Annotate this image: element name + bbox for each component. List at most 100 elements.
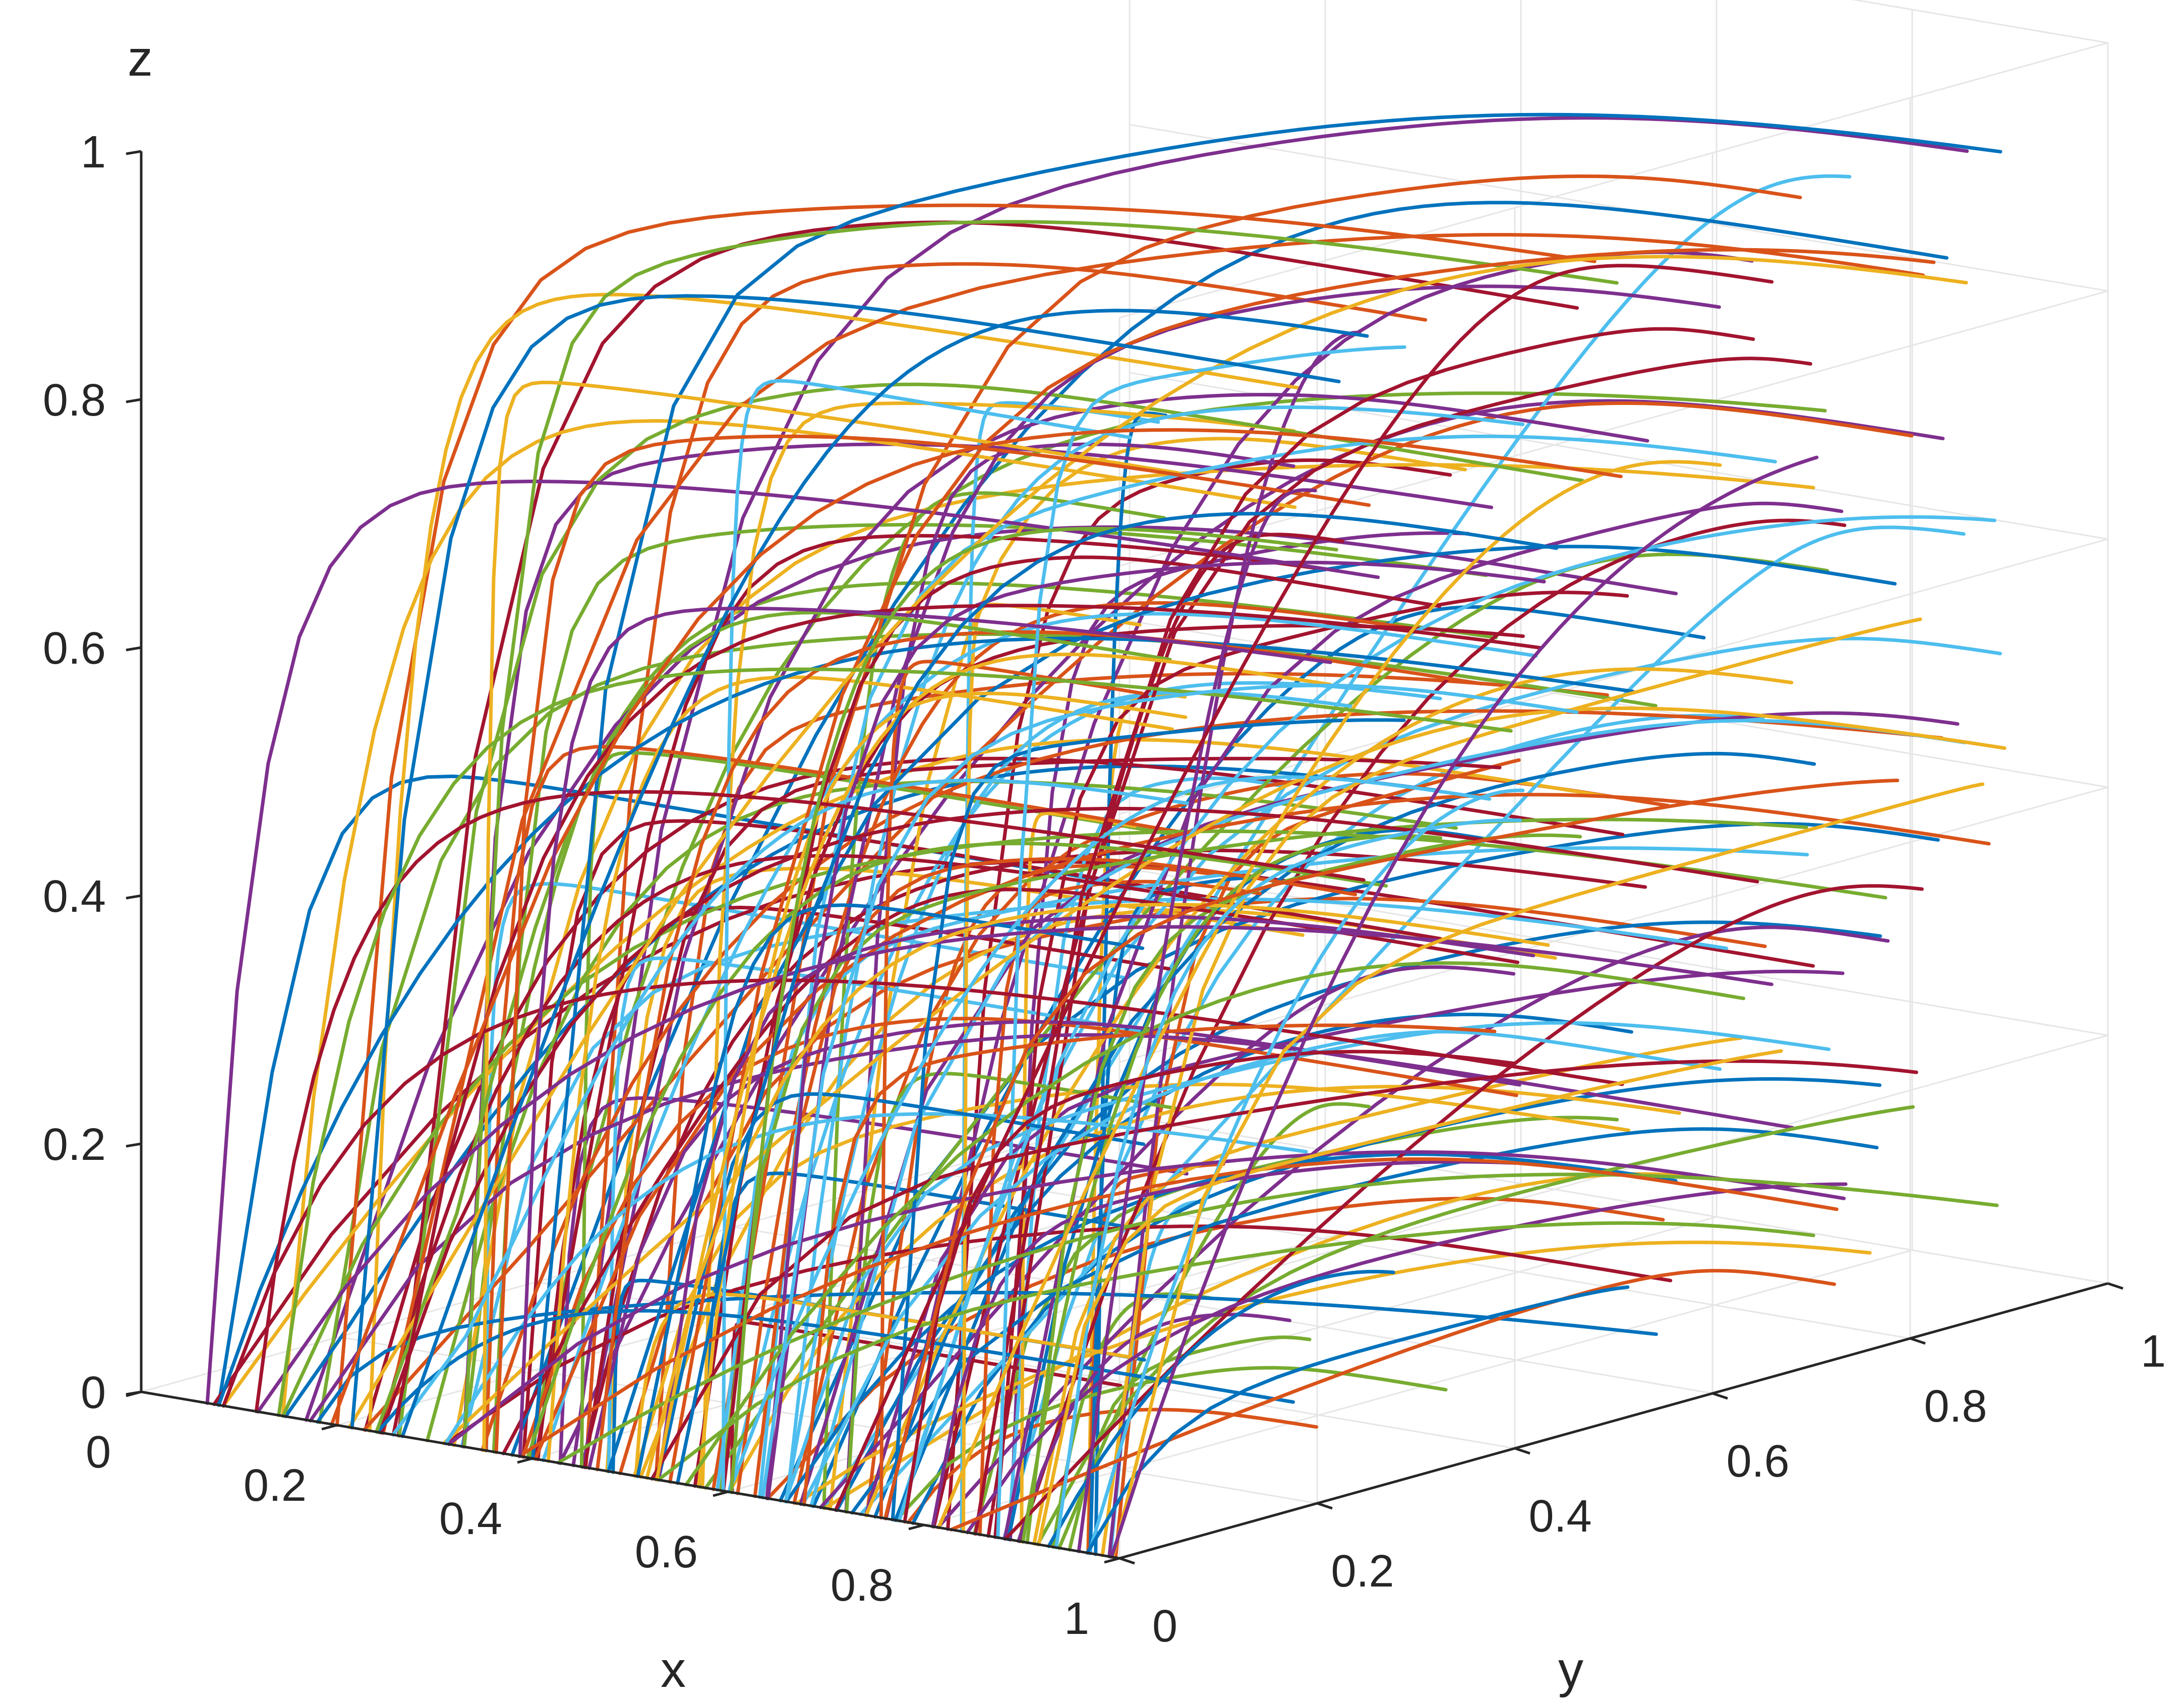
z-tick-2 bbox=[126, 894, 142, 900]
trajectory-168 bbox=[636, 903, 1145, 1478]
trajectory-185 bbox=[1077, 488, 1317, 1553]
trajectory-139 bbox=[1004, 884, 1924, 1541]
trajectory-136 bbox=[205, 480, 1380, 1405]
trajectory-180 bbox=[391, 779, 1191, 1437]
trajectory-87 bbox=[1003, 501, 1844, 1541]
grid-line-ywall-z-1 bbox=[1129, 868, 2108, 1036]
z-axis-label: z bbox=[128, 30, 153, 87]
trajectory-184 bbox=[645, 903, 1550, 1480]
trajectory-55 bbox=[396, 220, 1579, 1438]
trajectory-5 bbox=[485, 882, 1128, 1452]
x-tick-3 bbox=[713, 1490, 729, 1497]
trajectory-188 bbox=[903, 1049, 1517, 1524]
x-tick-1 bbox=[321, 1424, 337, 1431]
trajectory-192 bbox=[518, 607, 1332, 1458]
z-tick-4 bbox=[126, 398, 142, 403]
z-tick-label-0: 0 bbox=[81, 1368, 106, 1418]
trajectory-186 bbox=[277, 667, 1513, 1417]
trajectory-105 bbox=[784, 1152, 1678, 1504]
trajectory-99 bbox=[736, 601, 1422, 1495]
x-tick-label-3: 0.6 bbox=[635, 1527, 698, 1577]
trajectory-154 bbox=[376, 1309, 1295, 1434]
trajectory-131 bbox=[784, 1021, 1831, 1503]
trajectory-132 bbox=[722, 555, 1442, 1493]
grid-line-ywall-z-5 bbox=[1851, 0, 2108, 44]
x-tick-label-1: 0.2 bbox=[244, 1460, 307, 1511]
trajectory-160 bbox=[221, 978, 1624, 1408]
trajectory-191 bbox=[1111, 782, 1985, 1559]
y-tick-2 bbox=[1514, 1447, 1530, 1455]
grid-line-floor-y-5 bbox=[1129, 1116, 2108, 1284]
trajectory-45 bbox=[936, 925, 1890, 1530]
trajectory-119 bbox=[316, 1290, 1658, 1424]
trajectory-148 bbox=[668, 248, 1936, 1484]
trajectory-67 bbox=[425, 780, 1458, 1442]
x-tick-label-2: 0.4 bbox=[439, 1494, 502, 1544]
trajectory-142 bbox=[634, 1293, 1138, 1478]
trajectory-140 bbox=[657, 1092, 1146, 1482]
trajectory-110 bbox=[542, 612, 1538, 1462]
trajectory-112 bbox=[607, 545, 1897, 1474]
trajectory-193 bbox=[729, 526, 1338, 1494]
y-axis-line bbox=[1119, 1282, 2108, 1560]
z-tick-0 bbox=[126, 1390, 142, 1396]
trajectory-190 bbox=[330, 428, 1623, 1426]
z-tick-label-5: 1 bbox=[81, 127, 106, 178]
trajectory-183 bbox=[517, 1157, 1839, 1458]
grid-line-xwall-z-2 bbox=[1119, 786, 2108, 1063]
z-tick-label-4: 0.8 bbox=[43, 375, 106, 426]
trajectory-124 bbox=[897, 515, 1996, 1523]
trajectory-156 bbox=[482, 380, 1179, 1452]
trajectory-95 bbox=[397, 382, 1584, 1438]
trajectory-181 bbox=[254, 790, 1366, 1414]
y-tick-label-1: 0.2 bbox=[1331, 1546, 1394, 1597]
z-tick-5 bbox=[126, 150, 142, 155]
trajectory-120 bbox=[533, 793, 1991, 1461]
trajectory-195 bbox=[834, 264, 1774, 1512]
y-tick-5 bbox=[2107, 1282, 2123, 1290]
z-tick-label-2: 0.4 bbox=[43, 871, 106, 922]
y-tick-3 bbox=[1712, 1392, 1728, 1400]
grid-line-xwall-z-3 bbox=[1119, 538, 2108, 815]
trajectory-96 bbox=[785, 405, 1525, 1504]
trajectory-133 bbox=[531, 112, 2002, 1460]
trajectory-152 bbox=[721, 379, 1132, 1493]
trajectory-167 bbox=[650, 1059, 1918, 1481]
trajectory-147 bbox=[891, 718, 1406, 1521]
x-tick-2 bbox=[517, 1457, 533, 1464]
trajectory-175 bbox=[350, 294, 1341, 1430]
z-tick-1 bbox=[126, 1142, 142, 1148]
trajectory-22 bbox=[584, 262, 1428, 1470]
trajectory-128 bbox=[442, 706, 2006, 1445]
grid-line-xwall-z-4 bbox=[1119, 290, 2108, 567]
trajectory-178 bbox=[256, 925, 1774, 1414]
trajectory-116 bbox=[1036, 1105, 1915, 1546]
y-tick-label-2: 0.4 bbox=[1528, 1491, 1591, 1542]
trajectory-88 bbox=[894, 1366, 1448, 1522]
trajectory-162 bbox=[802, 1023, 1497, 1507]
trajectory-51 bbox=[632, 1082, 1631, 1478]
tick-labels: 0 0 0 0.2 0.2 0.2 0.4 0.4 0.4 0.6 0.6 0.6 0.8 0.8 0.8 1… bbox=[43, 127, 2166, 1652]
trajectory-109 bbox=[281, 829, 1887, 1418]
x-tick-label-0: 0 bbox=[86, 1427, 111, 1478]
trajectory-197 bbox=[883, 779, 1900, 1520]
trajectory-93 bbox=[700, 401, 1296, 1489]
trajectory-145 bbox=[801, 1030, 1722, 1506]
trajectory-90 bbox=[986, 357, 1812, 1538]
x-tick-5 bbox=[1104, 1557, 1120, 1564]
trajectory-144 bbox=[462, 220, 1619, 1449]
trajectory-189 bbox=[1085, 1285, 1630, 1555]
trajectory-64 bbox=[1086, 1162, 1225, 1555]
trajectory-126 bbox=[217, 636, 1635, 1407]
trajectory-15 bbox=[765, 1197, 1665, 1500]
trajectory-173 bbox=[727, 775, 1492, 1494]
trajectories bbox=[205, 112, 2006, 1560]
y-tick-0 bbox=[1119, 1557, 1135, 1565]
trajectory-135 bbox=[1100, 617, 1922, 1557]
trajectory-37 bbox=[828, 437, 1467, 1511]
trajectory-146 bbox=[380, 807, 1759, 1435]
trajectory-157 bbox=[965, 1182, 1848, 1535]
x-tick-label-4: 0.8 bbox=[831, 1560, 894, 1611]
trajectory-129 bbox=[587, 1020, 1521, 1470]
z-tick-label-1: 0.2 bbox=[43, 1120, 106, 1170]
